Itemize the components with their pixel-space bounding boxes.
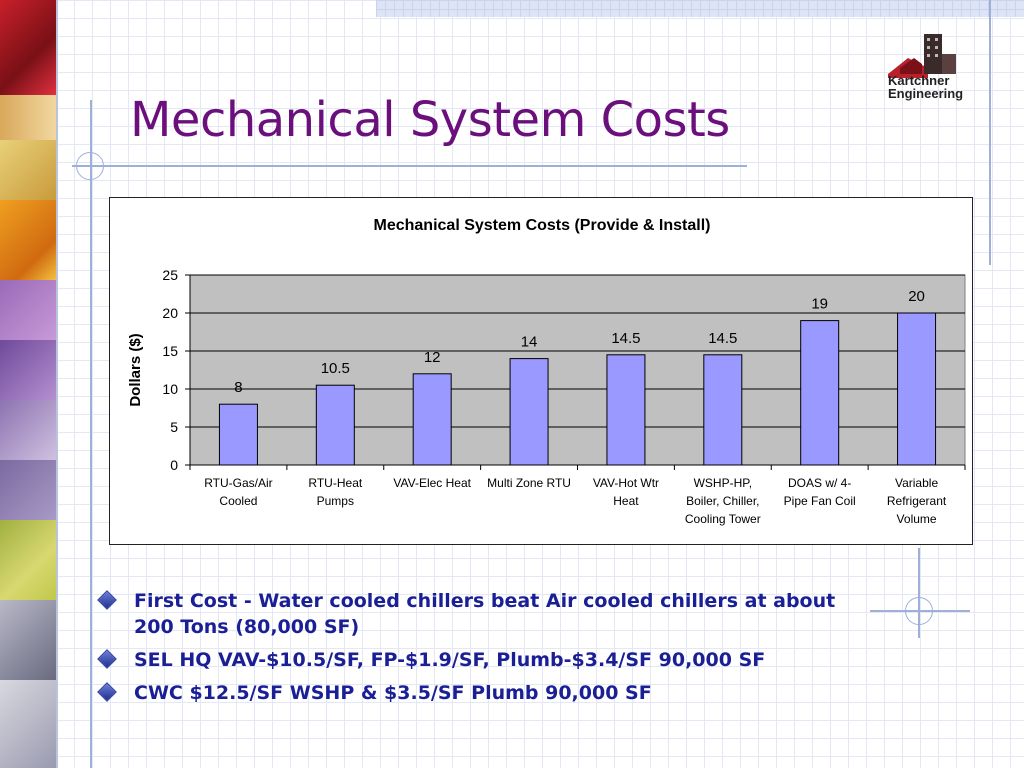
- guide-line-vertical-bottom-right: [918, 548, 920, 638]
- logo-line-1: Kartchner: [888, 73, 950, 88]
- chart-frame: Mechanical System Costs (Provide & Insta…: [109, 197, 973, 545]
- data-label: 14.5: [611, 330, 640, 347]
- bar: [509, 358, 549, 466]
- bar: [315, 384, 355, 466]
- bullet-item: SEL HQ VAV-$10.5/SF, FP-$1.9/SF, Plumb-$…: [96, 647, 856, 673]
- y-tick-label: 20: [162, 305, 178, 321]
- data-label: 14.5: [708, 330, 737, 347]
- bar: [412, 373, 452, 466]
- x-category-label: VAV-Elec Heat: [393, 476, 471, 490]
- x-category-label: RTU-Gas/Air Cooled: [204, 476, 272, 508]
- guide-circle-left: [76, 152, 104, 180]
- y-tick-label: 15: [162, 343, 178, 359]
- diamond-bullet-icon: [97, 682, 117, 702]
- data-label: 20: [908, 288, 925, 305]
- data-label: 12: [424, 349, 441, 366]
- bullet-text: SEL HQ VAV-$10.5/SF, FP-$1.9/SF, Plumb-$…: [134, 649, 766, 671]
- company-logo: [880, 28, 990, 104]
- x-category-label: Multi Zone RTU: [487, 476, 571, 490]
- bullet-text: First Cost - Water cooled chillers beat …: [134, 590, 836, 638]
- data-label: 10.5: [321, 360, 350, 377]
- x-category-label: VAV-Hot Wtr Heat: [593, 476, 659, 508]
- bar: [606, 354, 646, 466]
- guide-circle-right: [905, 597, 933, 625]
- y-tick-label: 10: [162, 381, 178, 397]
- top-decorative-band: [376, 0, 1024, 17]
- slide-title: Mechanical System Costs: [130, 92, 730, 148]
- y-tick-label: 0: [170, 457, 178, 473]
- y-tick-label: 25: [162, 267, 178, 283]
- data-label: 14: [521, 334, 538, 351]
- plot-area: [189, 274, 966, 466]
- data-label: 19: [811, 296, 828, 313]
- bar: [800, 320, 840, 466]
- x-category-label: DOAS w/ 4-Pipe Fan Coil: [784, 476, 856, 508]
- bar: [703, 354, 743, 466]
- x-category-label: WSHP-HP, Boiler, Chiller, Cooling Tower: [685, 476, 761, 526]
- guide-line-under-title: [72, 165, 747, 167]
- bar: [897, 312, 937, 466]
- x-category-label: Variable Refrigerant Volume: [887, 476, 947, 526]
- bullet-text: CWC $12.5/SF WSHP & $3.5/SF Plumb 90,000…: [134, 682, 652, 704]
- logo-line-2: Engineering: [888, 86, 964, 101]
- bar: [218, 403, 258, 466]
- left-strip-edge: [56, 0, 58, 768]
- guide-line-vertical-right: [989, 0, 991, 265]
- bullet-item: CWC $12.5/SF WSHP & $3.5/SF Plumb 90,000…: [96, 680, 856, 706]
- diamond-bullet-icon: [97, 649, 117, 669]
- bullet-item: First Cost - Water cooled chillers beat …: [96, 588, 856, 640]
- chart-title: Mechanical System Costs (Provide & Insta…: [374, 217, 711, 234]
- bullet-list: First Cost - Water cooled chillers beat …: [96, 588, 856, 713]
- diamond-bullet-icon: [97, 590, 117, 610]
- guide-line-vertical-left: [90, 100, 92, 768]
- y-tick-label: 5: [170, 419, 178, 435]
- left-photo-strip: [0, 0, 56, 768]
- building-icon: [888, 34, 956, 78]
- data-label: 8: [234, 379, 242, 396]
- x-category-label: RTU-Heat Pumps: [308, 476, 362, 508]
- bar-chart: Mechanical System Costs (Provide & Insta…: [127, 217, 966, 526]
- y-axis-label: Dollars ($): [127, 333, 144, 406]
